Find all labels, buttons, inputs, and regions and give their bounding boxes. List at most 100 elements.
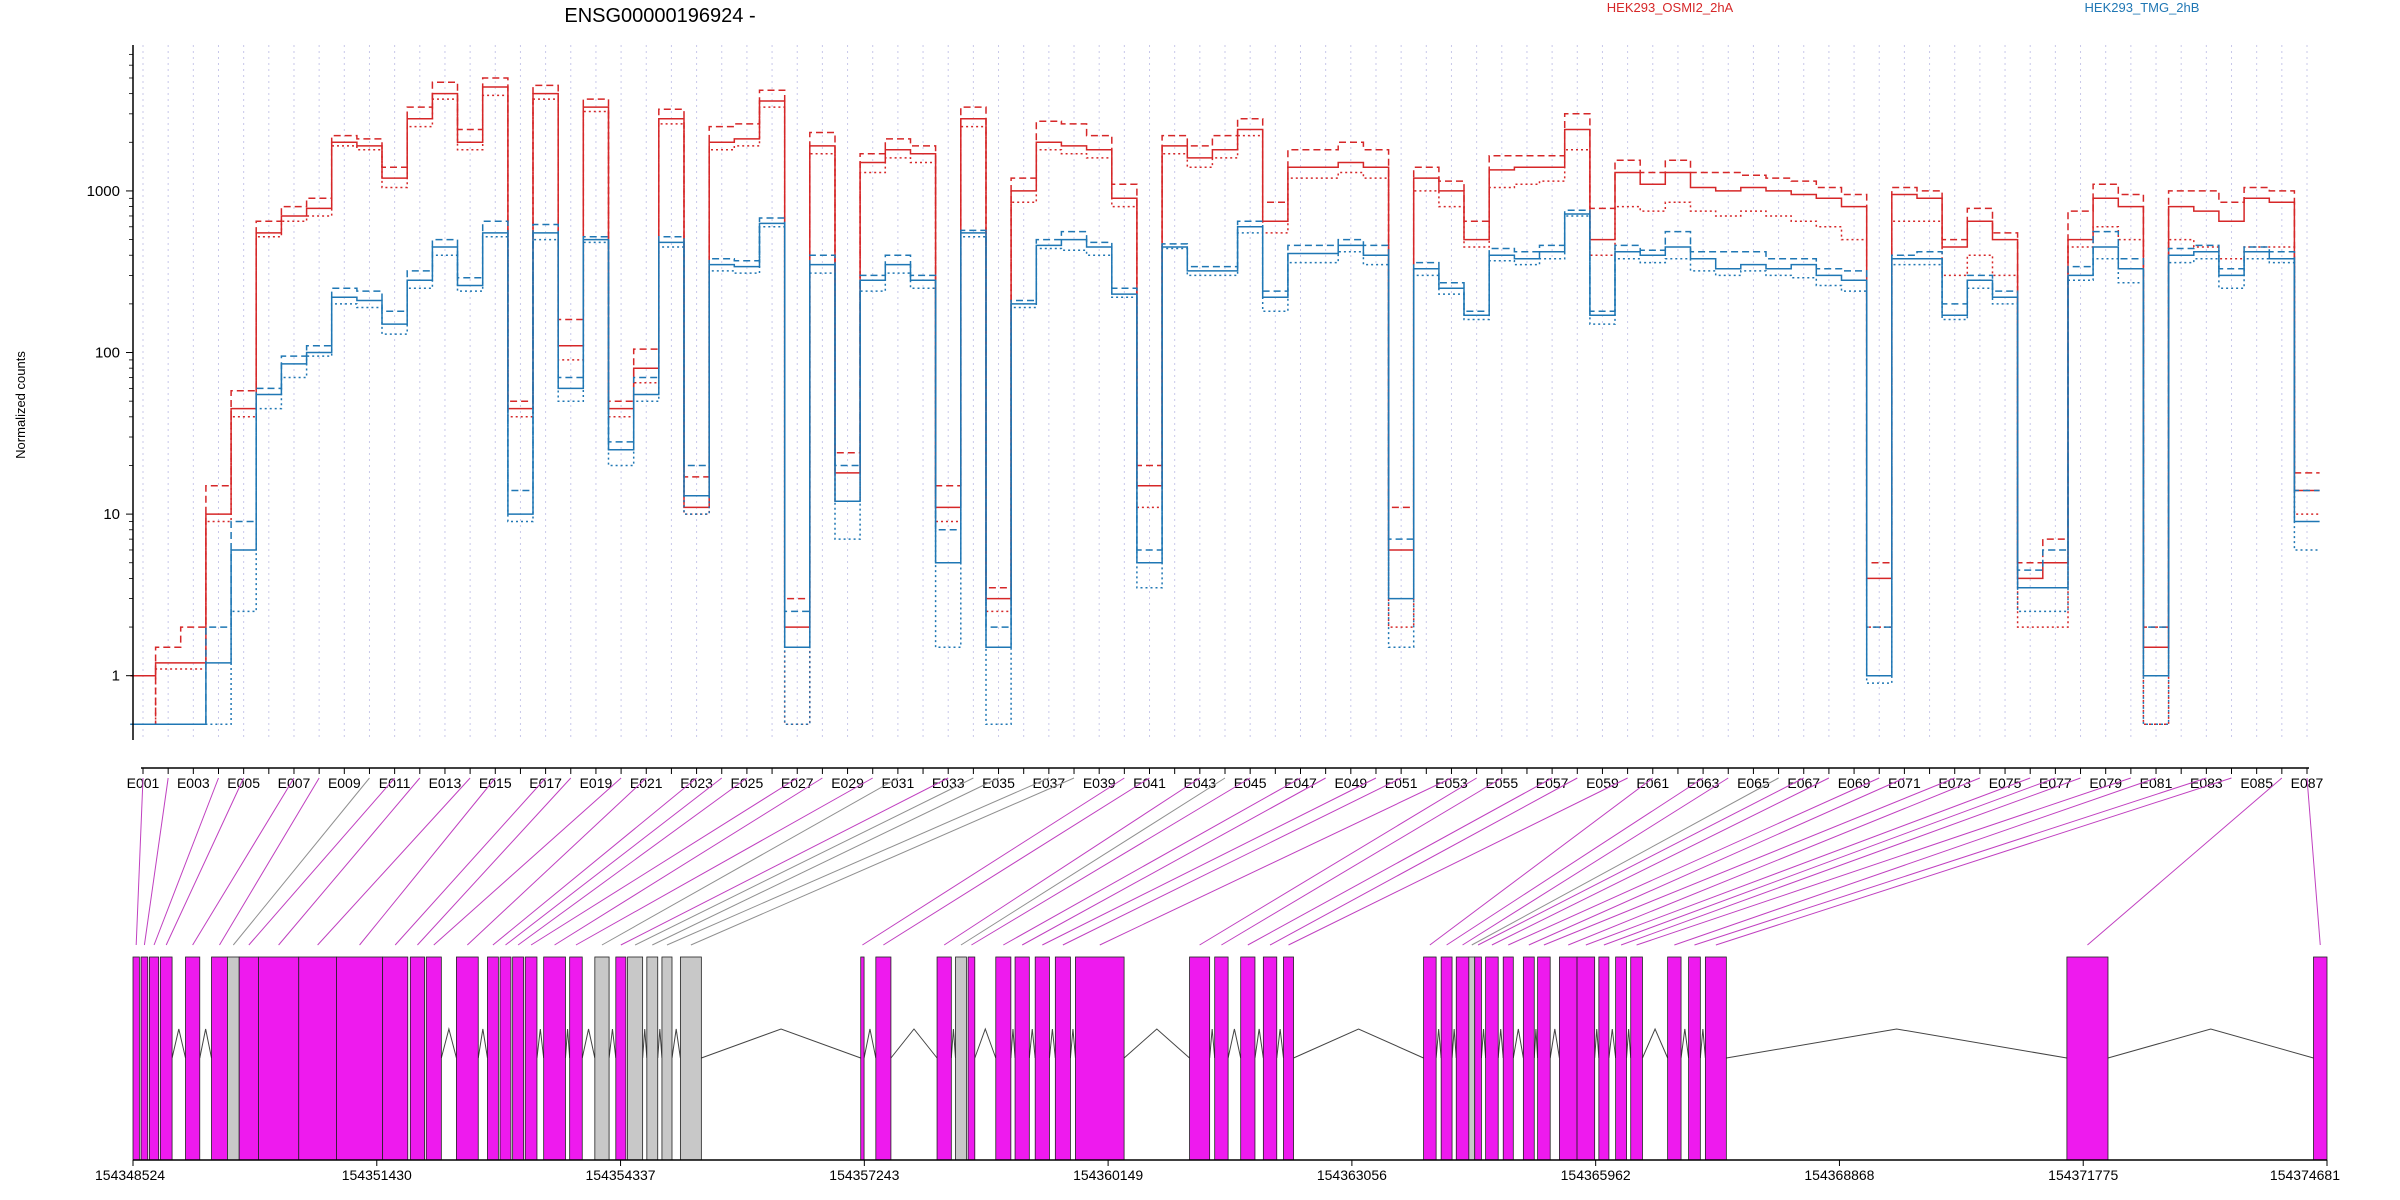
- gene-model: [132, 956, 2328, 1161]
- exon-tick-label: E061: [1636, 775, 1669, 791]
- intron-line: [1069, 1028, 1076, 1059]
- exon-connector: [883, 777, 1150, 946]
- exon-tick-label: E057: [1536, 775, 1569, 791]
- exon-connector: [1477, 777, 1804, 946]
- intron-line: [974, 1027, 997, 1059]
- exon-block: [967, 956, 976, 1161]
- exon-connector: [530, 777, 798, 946]
- exon-connector: [1508, 777, 1880, 946]
- exon-block: [524, 956, 538, 1161]
- intron-line: [1123, 1028, 1190, 1059]
- exon-tick-label: E003: [177, 775, 210, 791]
- exon-block: [615, 956, 627, 1161]
- exon-connector: [634, 777, 974, 946]
- exon-tick-labels: E001 E003 E005 E007 E009 E011 E013 E015 E017 E019…: [127, 775, 2324, 791]
- exon-tick-label: E031: [882, 775, 915, 791]
- gene-axis-label: 154360149: [1073, 1167, 1143, 1183]
- exon-block: [1576, 956, 1596, 1161]
- intron-line: [1512, 1028, 1524, 1059]
- exon-tick-label: E019: [580, 775, 613, 791]
- intron-line: [1699, 1028, 1706, 1059]
- exon-block: [543, 956, 566, 1161]
- exon-connector: [505, 777, 723, 946]
- series-line: [130, 215, 2320, 726]
- exon-block: [336, 956, 384, 1161]
- intron-line: [1549, 1028, 1560, 1059]
- exon-block: [425, 956, 442, 1161]
- exon-tick-label: E059: [1586, 775, 1619, 791]
- exon-block: [1283, 956, 1294, 1161]
- exon-block: [1214, 956, 1229, 1161]
- exon-block: [159, 956, 173, 1161]
- exon-tick-label: E081: [2140, 775, 2173, 791]
- exon-tick-label: E051: [1385, 775, 1418, 791]
- exon-connector: [652, 777, 999, 946]
- exon-block: [1522, 956, 1535, 1161]
- exon-connector: [575, 777, 873, 946]
- exon-tick-label: E033: [932, 775, 965, 791]
- exon-block: [875, 956, 892, 1161]
- exon-tick-label: E085: [2240, 775, 2273, 791]
- exon-connector: [278, 777, 421, 946]
- exon-tick-label: E071: [1888, 775, 1921, 791]
- exon-connector: [1429, 777, 1654, 946]
- exon-block: [1559, 956, 1578, 1161]
- exon-tick-label: E065: [1737, 775, 1770, 791]
- exon-tick-label: E039: [1083, 775, 1116, 791]
- exon-connector: [1462, 777, 1729, 946]
- exon-block: [679, 956, 702, 1161]
- intron-line: [1048, 1028, 1056, 1059]
- exon-tick-label: E073: [1938, 775, 1971, 791]
- exon-connector: [1603, 777, 2056, 946]
- intron-line: [171, 1028, 186, 1059]
- intron-line: [477, 1028, 488, 1059]
- exon-block: [1502, 956, 1514, 1161]
- exon-tick-label: E079: [2089, 775, 2122, 791]
- intron-line: [1209, 1028, 1216, 1059]
- exon-tick-label: E021: [630, 775, 663, 791]
- exon-tick-label: E013: [429, 775, 462, 791]
- intron-line: [564, 1028, 571, 1059]
- exon-block: [227, 956, 240, 1161]
- intron-line: [1028, 1028, 1036, 1059]
- intron-line: [1435, 1028, 1442, 1059]
- exon-connector: [1247, 777, 1553, 946]
- exon-connector: [1694, 777, 2207, 946]
- grid-lines: [142, 45, 2308, 740]
- exon-block: [594, 956, 610, 1161]
- axes: 1 10 100 1000: [87, 45, 2309, 774]
- legend-label-a: HEK293_OSMI2_2hA: [1607, 0, 1734, 15]
- exon-block: [1014, 956, 1030, 1161]
- exon-connector: [135, 777, 144, 946]
- intron-line: [1726, 1028, 2067, 1059]
- exon-connector: [601, 777, 899, 946]
- exon-connector: [1528, 777, 1905, 946]
- intron-line: [863, 1028, 877, 1059]
- y-tick-label: 1: [112, 668, 120, 685]
- exon-connector: [153, 777, 219, 946]
- exon-connector: [219, 777, 320, 946]
- exon-block: [211, 956, 228, 1161]
- exon-connector: [1446, 777, 1704, 946]
- exon-connector: [1543, 777, 1955, 946]
- exon-connector: [1288, 777, 1628, 946]
- exon-tick-label: E069: [1838, 775, 1871, 791]
- intron-line: [581, 1028, 596, 1059]
- exon-tick-label: E075: [1989, 775, 2022, 791]
- exon-tick-label: E047: [1284, 775, 1317, 791]
- exon-tick-label: E043: [1183, 775, 1216, 791]
- exon-tick-label: E029: [831, 775, 864, 791]
- exon-connector: [1003, 777, 1301, 946]
- exon-tick-label: E083: [2190, 775, 2223, 791]
- intron-line: [1480, 1028, 1487, 1059]
- exon-tick-label: E055: [1485, 775, 1518, 791]
- intron-line: [536, 1028, 545, 1059]
- intron-line: [657, 1028, 663, 1059]
- intron-line: [1497, 1028, 1504, 1059]
- exon-tick-label: E023: [680, 775, 713, 791]
- exon-block: [1468, 956, 1476, 1161]
- exon-tick-label: E077: [2039, 775, 2072, 791]
- exon-connector: [960, 777, 1226, 946]
- exon-tick-label: E015: [479, 775, 512, 791]
- exon-tick-label: E037: [1033, 775, 1066, 791]
